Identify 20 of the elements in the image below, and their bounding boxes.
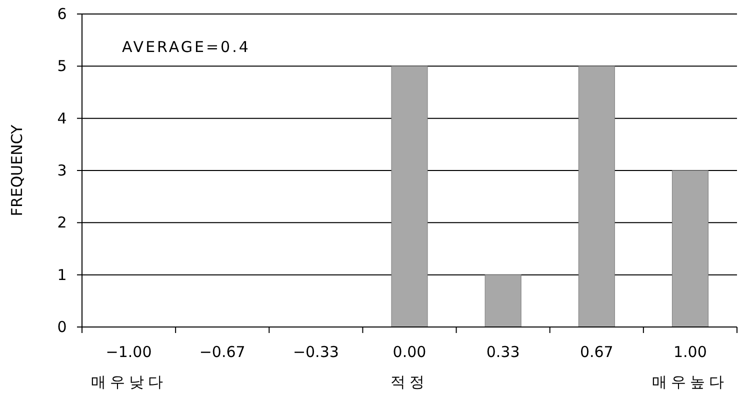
x-tick-label: 0.67 <box>580 343 614 361</box>
bar <box>672 170 708 328</box>
annotation: AVERAGE=0.4 <box>122 38 250 56</box>
y-tick-label: 1 <box>57 266 67 284</box>
y-tick-label: 6 <box>57 5 67 23</box>
bar <box>391 66 428 328</box>
x-tick-label: 1.00 매우높다 <box>652 343 728 391</box>
y-tick-label: 5 <box>57 57 67 76</box>
y-axis-title: FREQUENCY <box>8 124 26 216</box>
y-tick-label: 4 <box>57 109 67 128</box>
bar <box>484 274 522 328</box>
y-tick-label: 2 <box>57 214 67 232</box>
y-tick-label: 0 <box>57 318 67 336</box>
x-tick-label: 0.00 적정 <box>390 343 428 391</box>
x-tick-label: −0.67 <box>199 343 246 361</box>
y-tick-label: 3 <box>57 162 67 180</box>
x-tick-label: −0.33 <box>292 343 339 361</box>
x-tick-label: 0.33 <box>486 343 520 361</box>
bar <box>578 66 615 328</box>
x-tick-label: −1.00 매우낮다 <box>90 343 167 391</box>
